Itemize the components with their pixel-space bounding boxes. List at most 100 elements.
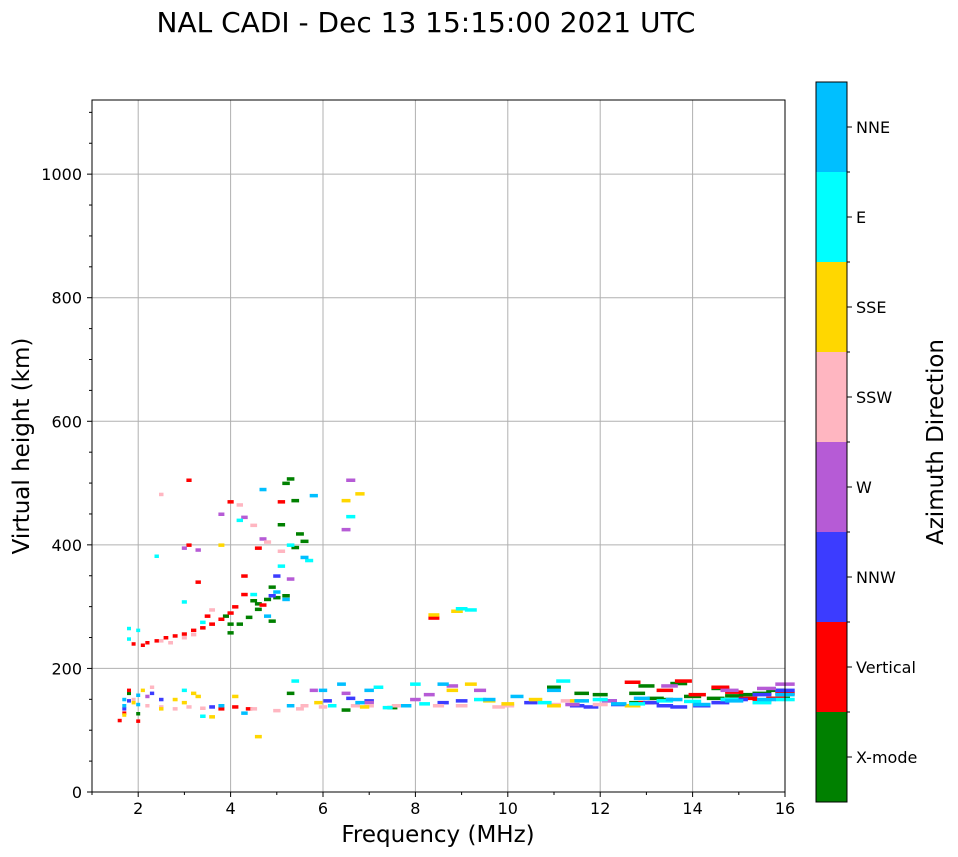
data-point-e (537, 700, 552, 705)
data-point-e (656, 699, 674, 703)
data-point-e (127, 626, 131, 631)
data-point-nne (273, 590, 281, 594)
data-point-sse (232, 694, 239, 699)
data-point-nne (259, 487, 267, 492)
data-point-vertical (218, 707, 225, 711)
data-point-ssw (492, 705, 505, 709)
data-point-e (684, 699, 702, 704)
colorbar-tick-label: SSW (856, 388, 892, 407)
data-point-e (181, 688, 187, 693)
data-point-ssw (168, 641, 173, 645)
data-point-nne (122, 697, 127, 702)
colorbar-segment (816, 262, 847, 352)
data-point-nnw (209, 705, 215, 709)
y-tick-label: 1000 (41, 165, 82, 184)
data-point-nne (122, 704, 127, 708)
data-point-ssw (186, 705, 192, 709)
data-point-vertical (674, 679, 692, 683)
data-point-ssw (455, 704, 468, 708)
data-point-w (474, 688, 487, 693)
data-point-nnw (642, 700, 660, 705)
data-point-vertical (154, 639, 159, 643)
plot-area (92, 100, 785, 792)
data-point-ssw (159, 705, 164, 709)
data-point-nnw (127, 699, 131, 703)
data-point-w (259, 537, 267, 541)
data-point-e (136, 628, 141, 633)
data-point-nnw (149, 691, 155, 696)
data-point-nne (337, 682, 346, 686)
data-point-sse (159, 707, 164, 711)
data-point-nnw (670, 705, 688, 709)
data-point-vertical (241, 592, 248, 597)
data-point-vertical (195, 580, 201, 584)
data-point-vertical (117, 718, 122, 723)
data-point-ssw (432, 704, 445, 708)
data-point-w (601, 699, 617, 703)
data-point-e (127, 637, 131, 641)
data-point-x-mode (647, 696, 664, 701)
data-point-e (236, 518, 243, 523)
data-point-nne (401, 704, 412, 708)
data-point-x-mode (629, 691, 646, 696)
data-point-nnw (752, 692, 772, 697)
x-tick-label: 6 (318, 799, 328, 818)
data-point-ssw (191, 632, 197, 637)
data-point-nnw (159, 697, 164, 702)
data-point-sse (140, 688, 145, 693)
data-point-ssw (350, 704, 360, 708)
x-tick-label: 12 (590, 799, 610, 818)
data-point-vertical (145, 641, 150, 645)
data-point-ssw (300, 704, 309, 708)
data-point-x-mode (254, 602, 262, 606)
data-point-sse (528, 697, 543, 702)
data-point-x-mode (684, 694, 702, 699)
colorbar-segment (816, 712, 847, 802)
data-point-nne (136, 702, 141, 707)
data-point-e (277, 564, 286, 568)
data-point-x-mode (341, 708, 351, 712)
chart-title: NAL CADI - Dec 13 15:15:00 2021 UTC (157, 6, 696, 39)
data-point-vertical (186, 543, 192, 547)
colorbar-segment (816, 532, 847, 622)
data-point-sse (191, 691, 197, 696)
data-point-vertical (218, 617, 225, 621)
data-point-ssw (318, 705, 328, 709)
grid (92, 100, 786, 793)
data-point-e (556, 679, 571, 683)
data-point-nne (241, 711, 248, 715)
data-point-x-mode (282, 481, 290, 486)
data-point-nne (547, 688, 561, 693)
data-point-nnw (273, 574, 281, 578)
data-point-vertical (122, 711, 127, 715)
data-point-nne (364, 688, 374, 693)
data-point-sse (195, 694, 201, 699)
data-point-sse (359, 705, 370, 709)
data-point-e (592, 697, 608, 702)
data-point-vertical (200, 626, 206, 630)
data-point-nne (286, 704, 295, 708)
data-point-w (410, 697, 421, 702)
data-point-nne (300, 555, 309, 560)
data-point-x-mode (547, 685, 561, 689)
data-point-w (309, 688, 318, 693)
data-point-sse (172, 697, 178, 702)
data-points (117, 477, 795, 739)
data-point-x-mode (706, 696, 725, 701)
data-point-ssw (560, 699, 575, 703)
data-point-e (154, 554, 159, 558)
data-point-e (464, 608, 477, 612)
data-point-ssw (277, 549, 286, 553)
data-point-vertical (738, 696, 758, 701)
data-point-vertical (140, 643, 145, 647)
data-point-ssw (236, 503, 243, 507)
colorbar: X-mode Vertical NNW W SSW SSE E NNE (815, 81, 917, 803)
colorbar-tick-label: X-mode (856, 748, 917, 767)
data-point-vertical (227, 611, 234, 615)
data-point-nne (218, 704, 225, 708)
data-point-ssw (172, 707, 178, 711)
data-point-ssw (273, 708, 281, 713)
data-point-sse (451, 609, 463, 613)
data-point-nne (437, 682, 449, 686)
data-point-w (181, 546, 187, 550)
